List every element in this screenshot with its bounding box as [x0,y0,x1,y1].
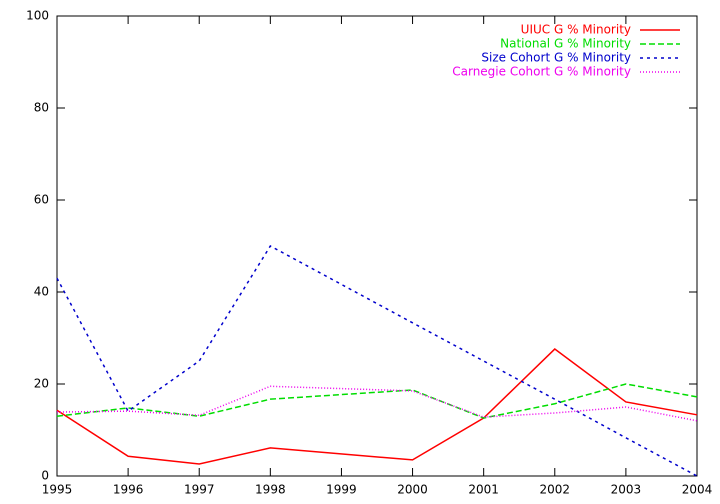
series-line [56,245,698,477]
x-tick-label: 2002 [540,483,571,497]
x-tick-label: 1999 [326,483,357,497]
x-tick-label: 2001 [468,483,499,497]
x-tick-label: 1996 [113,483,144,497]
legend-label: Size Cohort G % Minority [481,51,631,65]
plot-frame [56,15,698,477]
y-tick-label: 80 [34,101,49,115]
y-tick-label: 100 [26,9,49,23]
x-tick-label: 1997 [184,483,215,497]
x-tick-label: 1995 [42,483,73,497]
x-tick-label: 2004 [682,483,713,497]
legend-label: National G % Minority [500,37,631,51]
y-tick-label: 60 [34,193,49,207]
x-tick-label: 2003 [611,483,642,497]
x-tick-label: 1998 [255,483,286,497]
legend-label: Carnegie Cohort G % Minority [452,65,631,79]
legend-label: UIUC G % Minority [521,23,631,37]
y-tick-label: 20 [34,377,49,391]
series-line [56,348,698,465]
series-line [56,383,698,419]
y-tick-label: 40 [34,285,49,299]
y-tick-label: 0 [41,469,49,483]
x-tick-label: 2000 [397,483,428,497]
series-line [56,385,698,422]
